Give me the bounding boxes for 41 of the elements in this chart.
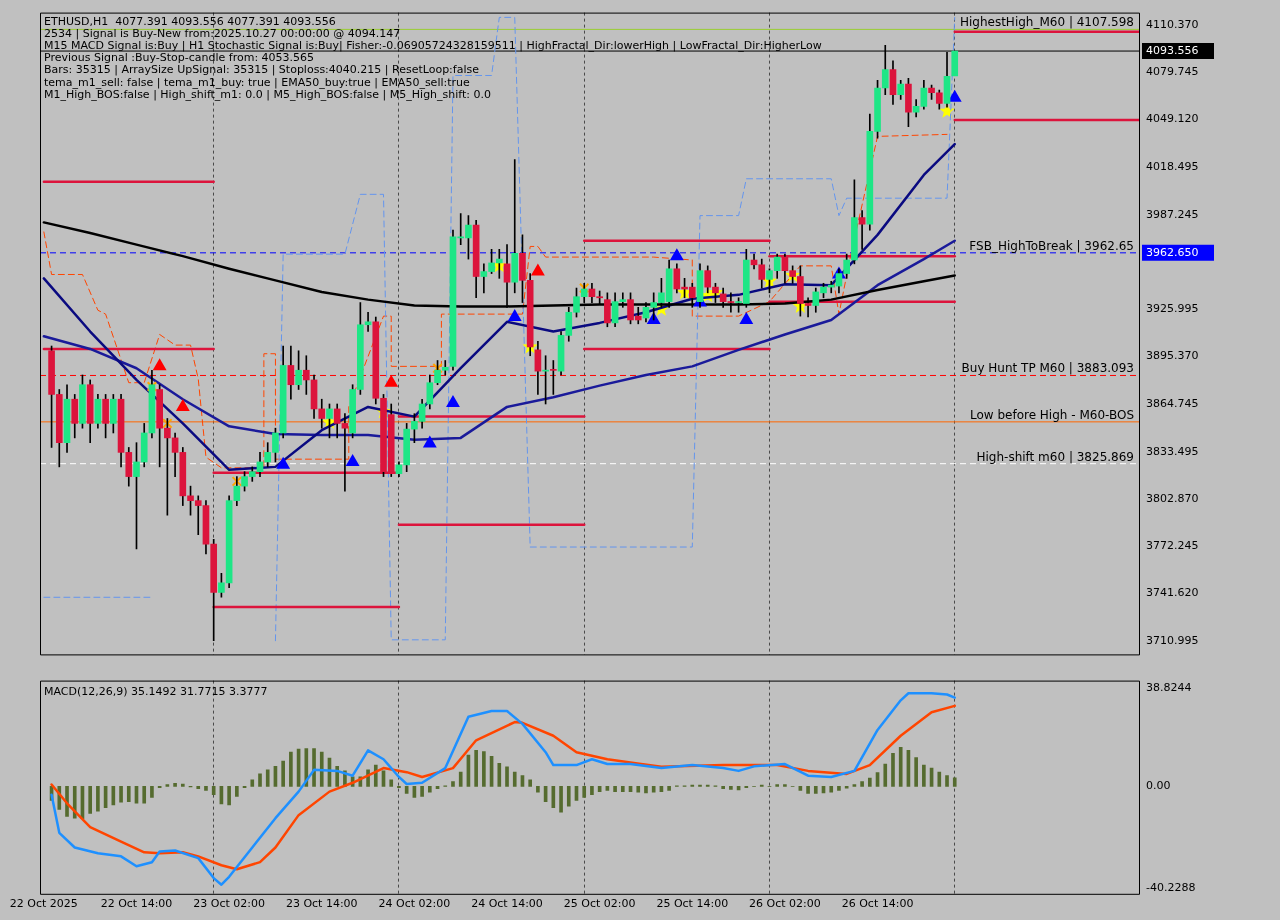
y-tick-label: -40.2288 — [1146, 880, 1196, 894]
x-tick-label: 24 Oct 02:00 — [378, 897, 451, 911]
x-tick-label: 22 Oct 14:00 — [100, 897, 173, 911]
y-tick-label: 3895.370 — [1146, 349, 1199, 363]
y-tick-label: 3962.650 — [1146, 245, 1199, 259]
y-tick-label: 0.00 — [1146, 779, 1171, 793]
x-tick-label: 25 Oct 02:00 — [563, 897, 636, 911]
y-tick-label: 38.8244 — [1146, 680, 1192, 694]
y-tick-label: 4079.745 — [1146, 65, 1199, 79]
chart-title: MACD(12,26,9) 35.1492 31.7715 3.3777 — [44, 684, 268, 698]
annotation: M1_High_BOS:false | High_shift_m1: 0.0 | M5_High_BOS:false | M5_High_shift: 0.0 — [44, 87, 492, 101]
annotation: ETHUSD,H1 4077.391 4093.556 4077.391 4093.556 — [44, 14, 336, 28]
x-tick-label: 25 Oct 14:00 — [656, 897, 729, 911]
y-tick-label: 3925.995 — [1146, 302, 1199, 316]
x-tick-label: 24 Oct 14:00 — [471, 897, 543, 911]
y-tick-label: 4018.495 — [1146, 159, 1199, 173]
y-tick-label: 4049.120 — [1146, 112, 1199, 126]
y-tick-label: 4093.556 — [1146, 43, 1199, 57]
y-tick-label: 3772.245 — [1146, 539, 1199, 553]
ref-line-label: Low before High - M60-BOS — [969, 407, 1134, 422]
ref-line-label: FSB_HighToBreak | 3962.65 — [969, 238, 1134, 253]
annotation: Bars: 35315 | ArraySize UpSignal: 35315 | Stoploss:4040.215 | ResetLoop:false — [44, 63, 480, 77]
annotation: 2534 | Signal is Buy-New from:2025.10.27 00:00:00 @ 4094.147 — [44, 26, 401, 40]
x-tick-label: 26 Oct 14:00 — [841, 897, 914, 911]
ref-line-label: HighestHigh_M60 | 4107.598 — [959, 15, 1134, 30]
annotation: M15 MACD Signal is:Buy | H1 Stochastic Signal is:Buy| Fisher:-0.06905724328159511 | HighFractal_Dir:lowerHigh | LowFractal_Dir:HigherLow — [44, 39, 822, 52]
annotation: tema_m1_sell: false | tema_m1_buy: true | EMA50_buy:true | EMA50_sell:true — [44, 75, 471, 89]
annotation: Previous Signal :Buy-Stop-candle from: 4053.565 — [44, 51, 315, 65]
y-tick-label: 3833.495 — [1146, 444, 1199, 458]
ref-line-label: High-shift m60 | 3825.869 — [976, 449, 1134, 464]
x-tick-label: 23 Oct 14:00 — [285, 897, 358, 911]
x-tick-label: 26 Oct 02:00 — [749, 897, 821, 911]
x-tick-label: 23 Oct 02:00 — [193, 897, 265, 911]
y-tick-label: 3864.745 — [1146, 396, 1199, 410]
y-tick-label: 3987.245 — [1146, 207, 1199, 221]
y-tick-label: 3741.620 — [1146, 586, 1199, 600]
y-tick-label: 4110.370 — [1146, 17, 1199, 31]
y-tick-label: 3802.870 — [1146, 492, 1199, 505]
ref-line-label: Buy Hunt TP M60 | 3883.093 — [961, 361, 1134, 376]
y-tick-label: 3710.995 — [1146, 633, 1199, 647]
x-tick-label: 22 Oct 2025 — [9, 897, 78, 911]
